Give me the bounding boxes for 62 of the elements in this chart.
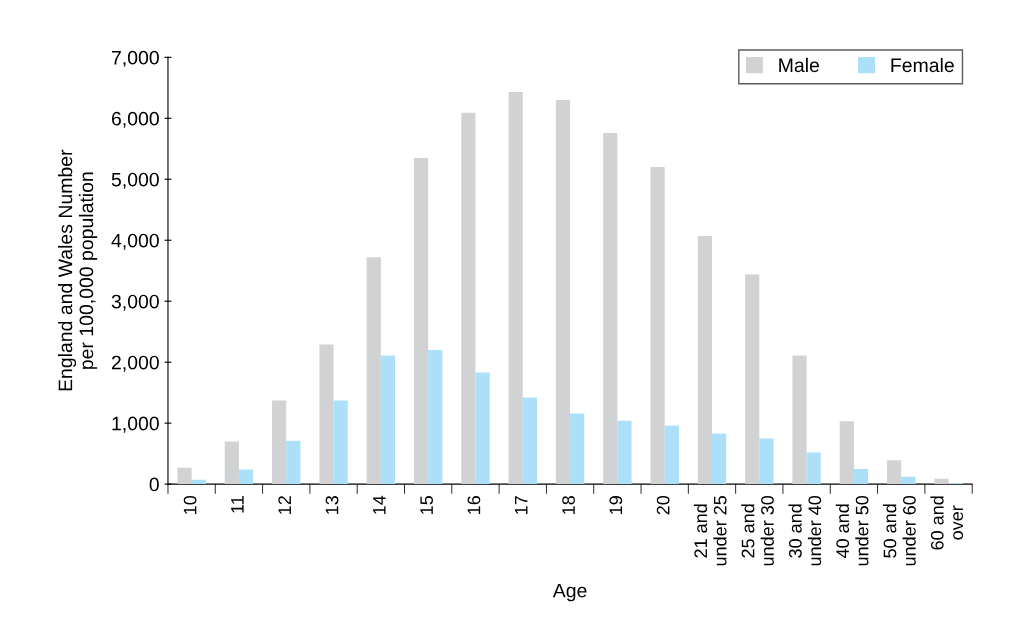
bar (333, 400, 348, 485)
bar (759, 438, 774, 485)
legend-label: Female (891, 57, 954, 73)
x-tick-label: 21 and under 25 (693, 495, 727, 566)
x-tick-label: 12 (278, 496, 291, 514)
x-tick-label: 50 and under 60 (883, 495, 916, 566)
bar (697, 235, 712, 485)
x-tick-label: 19 (609, 496, 623, 514)
bar (901, 476, 916, 485)
y-tick-label: 4,000 (111, 233, 159, 250)
bar (428, 349, 443, 485)
y-tick-label: 3,000 (111, 294, 159, 311)
x-tick-label: 40 and under 50 (835, 495, 869, 566)
bar (664, 425, 679, 485)
bar (272, 400, 287, 485)
bar (745, 274, 760, 485)
y-tick-label: 7,000 (111, 50, 159, 67)
bar (191, 479, 206, 485)
bar (712, 433, 727, 485)
y-tick-label: 1,000 (112, 416, 159, 433)
bar (319, 344, 334, 485)
bar (380, 355, 396, 485)
bar (461, 112, 476, 485)
y-tick-label: 5,000 (111, 172, 159, 189)
y-tick-label: 0 (149, 477, 159, 492)
x-axis-title: Age (552, 583, 587, 602)
y-axis-title: England and Wales Number per 100,000 population (58, 149, 98, 391)
y-tick-label: 6,000 (111, 111, 159, 128)
x-tick-label: 30 and under 40 (788, 495, 822, 566)
bar (224, 441, 239, 485)
bar (806, 452, 821, 485)
x-tick-label: 25 and under 30 (741, 495, 774, 566)
bar (238, 469, 254, 485)
x-tick-label: 10 (183, 495, 197, 514)
x-tick-label: 60 and over (930, 496, 964, 550)
bar (934, 478, 949, 485)
bar (508, 92, 523, 485)
x-tick-label: 20 (656, 495, 670, 515)
bar (286, 440, 301, 485)
bar (366, 257, 381, 485)
x-tick-label: 16 (467, 496, 481, 514)
bar (555, 100, 571, 485)
legend-label: Male (779, 57, 819, 73)
bar (475, 372, 490, 485)
x-tick-label: 14 (373, 495, 386, 514)
x-tick-label: 15 (420, 495, 434, 514)
bar (603, 132, 618, 485)
x-tick-label: 18 (562, 496, 575, 514)
bar (177, 467, 192, 485)
x-tick-label: 17 (515, 496, 528, 514)
bar (413, 157, 429, 485)
bar (650, 167, 665, 485)
bar (839, 421, 854, 485)
bar (853, 468, 869, 485)
bar (522, 397, 537, 485)
bar (570, 413, 585, 485)
bar (792, 355, 807, 485)
bar (887, 460, 902, 485)
bar (617, 420, 632, 485)
x-tick-label: 11 (231, 496, 244, 513)
x-tick-label: 13 (325, 496, 339, 514)
y-tick-label: 2,000 (111, 355, 159, 372)
